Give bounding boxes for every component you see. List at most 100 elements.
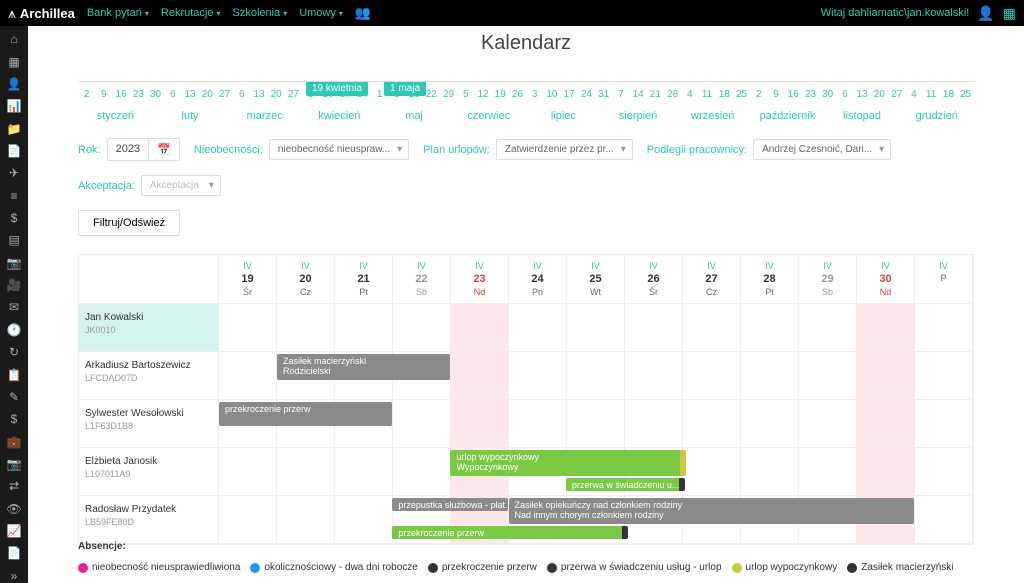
cal-cell[interactable] bbox=[799, 352, 857, 399]
side-icon-16[interactable]: ✎ bbox=[6, 390, 22, 404]
timeline-day[interactable]: 30 bbox=[147, 89, 164, 100]
cal-cell[interactable] bbox=[857, 304, 915, 351]
cal-cell[interactable] bbox=[625, 400, 683, 447]
timeline-day[interactable]: 17 bbox=[561, 89, 578, 100]
cal-cell[interactable] bbox=[857, 448, 915, 495]
cal-cell[interactable] bbox=[567, 352, 625, 399]
timeline-month[interactable]: marzec bbox=[227, 110, 302, 122]
cal-cell[interactable] bbox=[219, 352, 277, 399]
cal-cell[interactable] bbox=[451, 400, 509, 447]
side-icon-20[interactable]: ⇄ bbox=[6, 479, 22, 493]
cal-cell[interactable] bbox=[219, 304, 277, 351]
timeline-month[interactable]: maj bbox=[377, 110, 452, 122]
select-akceptacja[interactable]: Akceptacja bbox=[141, 175, 221, 196]
event-bar[interactable]: Zasiłek macierzyńskiRodzicielski bbox=[277, 354, 450, 380]
timeline-day[interactable]: 20 bbox=[268, 89, 285, 100]
cal-cell[interactable] bbox=[799, 400, 857, 447]
cal-cell[interactable] bbox=[625, 352, 683, 399]
timeline-day[interactable]: 7 bbox=[612, 89, 629, 100]
cal-cell[interactable] bbox=[393, 400, 451, 447]
cal-cell[interactable] bbox=[393, 448, 451, 495]
timeline-day[interactable]: 5 bbox=[457, 89, 474, 100]
timeline-month[interactable]: czerwiec bbox=[451, 110, 526, 122]
side-icon-1[interactable]: ▦ bbox=[6, 54, 22, 68]
cal-cell[interactable] bbox=[799, 304, 857, 351]
cal-cell[interactable] bbox=[219, 448, 277, 495]
timeline-day[interactable]: 27 bbox=[888, 89, 905, 100]
timeline-day[interactable]: 10 bbox=[543, 89, 560, 100]
side-icon-15[interactable]: 📋 bbox=[6, 367, 22, 381]
timeline-day[interactable]: 31 bbox=[595, 89, 612, 100]
timeline-day[interactable]: 11 bbox=[922, 89, 939, 100]
side-icon-8[interactable]: $ bbox=[6, 211, 22, 225]
timeline-day[interactable]: 13 bbox=[854, 89, 871, 100]
timeline-month[interactable]: luty bbox=[153, 110, 228, 122]
timeline-day[interactable]: 18 bbox=[940, 89, 957, 100]
year-input[interactable]: 2023 📅 bbox=[107, 138, 180, 161]
cal-cell[interactable] bbox=[683, 400, 741, 447]
side-icon-9[interactable]: ▤ bbox=[6, 233, 22, 247]
timeline-month[interactable]: kwiecień bbox=[302, 110, 377, 122]
nav-szkolenia[interactable]: Szkolenia ▾ bbox=[232, 5, 287, 21]
timeline-day[interactable]: 9 bbox=[95, 89, 112, 100]
cal-cell[interactable] bbox=[335, 448, 393, 495]
timeline-day[interactable]: 2 bbox=[750, 89, 767, 100]
cal-cell[interactable] bbox=[451, 352, 509, 399]
timeline-day[interactable]: 6 bbox=[836, 89, 853, 100]
cal-cell[interactable] bbox=[741, 400, 799, 447]
person-cell[interactable]: Elżbieta JanosikL107011A9 bbox=[79, 448, 219, 495]
timeline-day[interactable]: 3 bbox=[526, 89, 543, 100]
cal-cell[interactable] bbox=[741, 352, 799, 399]
person-cell[interactable]: Jan KowalskiJK0010 bbox=[79, 304, 219, 351]
timeline-day[interactable]: 23 bbox=[802, 89, 819, 100]
event-bar[interactable]: urlop wypoczynkowyWypoczynkowy bbox=[450, 450, 681, 476]
select-podlegli[interactable]: Andrzej Czesnoić, Dari... bbox=[753, 139, 891, 160]
timeline-day[interactable]: 13 bbox=[250, 89, 267, 100]
side-icon-13[interactable]: 🕐 bbox=[6, 323, 22, 337]
timeline-day[interactable]: 2 bbox=[78, 89, 95, 100]
cal-cell[interactable] bbox=[741, 304, 799, 351]
timeline-month[interactable]: lipiec bbox=[526, 110, 601, 122]
timeline-day[interactable]: 14 bbox=[630, 89, 647, 100]
cal-cell[interactable] bbox=[683, 304, 741, 351]
person-cell[interactable]: Arkadiusz BartoszewiczLFCDAD07D bbox=[79, 352, 219, 399]
side-icon-0[interactable]: ⌂ bbox=[6, 32, 22, 46]
cal-cell[interactable] bbox=[857, 400, 915, 447]
event-bar[interactable]: przepustka służbowa - płat... bbox=[392, 498, 507, 511]
side-icon-24[interactable]: » bbox=[6, 569, 22, 583]
cal-cell[interactable] bbox=[683, 448, 741, 495]
cal-cell[interactable] bbox=[625, 304, 683, 351]
nav-people-icon[interactable]: 👥 bbox=[355, 5, 371, 21]
side-icon-23[interactable]: 📄 bbox=[6, 546, 22, 560]
cal-cell[interactable] bbox=[741, 448, 799, 495]
timeline-day[interactable]: 21 bbox=[647, 89, 664, 100]
timeline-month[interactable]: sierpień bbox=[601, 110, 676, 122]
timeline-day[interactable]: 26 bbox=[509, 89, 526, 100]
event-bar[interactable]: Zasiłek opiekuńczy nad członkiem rodziny… bbox=[509, 498, 915, 524]
cal-cell[interactable] bbox=[335, 304, 393, 351]
cal-cell[interactable] bbox=[915, 352, 973, 399]
timeline-day[interactable]: 24 bbox=[578, 89, 595, 100]
calendar-icon[interactable]: ▦ bbox=[1003, 5, 1016, 22]
user-icon[interactable]: 👤 bbox=[977, 5, 994, 22]
timeline-day[interactable]: 12 bbox=[474, 89, 491, 100]
side-icon-3[interactable]: 📊 bbox=[6, 99, 22, 113]
cal-cell[interactable] bbox=[509, 304, 567, 351]
timeline-day[interactable]: 9 bbox=[767, 89, 784, 100]
cal-cell[interactable] bbox=[915, 448, 973, 495]
timeline-day[interactable]: 4 bbox=[905, 89, 922, 100]
event-bar[interactable]: przekroczenie przerw bbox=[219, 402, 392, 426]
timeline-day[interactable]: 25 bbox=[733, 89, 750, 100]
select-plan[interactable]: Zatwierdzenie przez pr... bbox=[496, 139, 633, 160]
timeline-day[interactable]: 18 bbox=[716, 89, 733, 100]
timeline-day[interactable]: 20 bbox=[871, 89, 888, 100]
nav-rekrutacje[interactable]: Rekrutacje ▾ bbox=[161, 5, 221, 21]
timeline-month[interactable]: wrzesień bbox=[675, 110, 750, 122]
timeline-month[interactable]: listopad bbox=[825, 110, 900, 122]
select-nieobecnosci[interactable]: nieobecność nieuspraw... bbox=[269, 139, 409, 160]
person-cell[interactable]: Sylwester WesołowskiL1F63D1B8 bbox=[79, 400, 219, 447]
timeline-day[interactable]: 27 bbox=[285, 89, 302, 100]
side-icon-12[interactable]: ✉ bbox=[6, 300, 22, 314]
event-bar[interactable]: przerwa w świadczeniu u... bbox=[566, 478, 681, 491]
refresh-button[interactable]: Filtruj/Odśwież bbox=[78, 210, 180, 236]
